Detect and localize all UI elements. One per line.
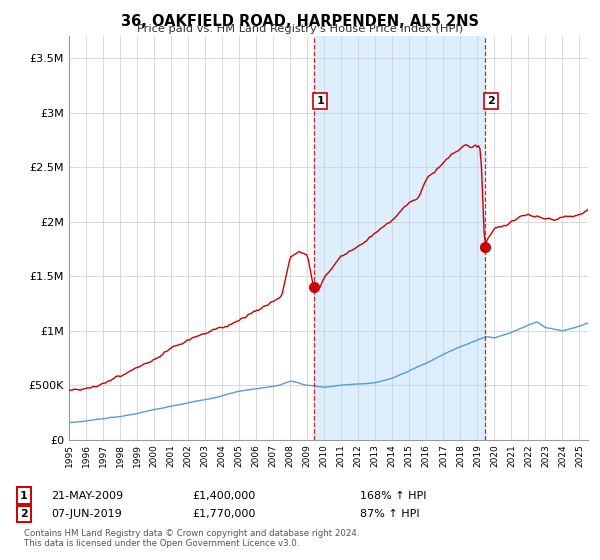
Text: 36, OAKFIELD ROAD, HARPENDEN, AL5 2NS: 36, OAKFIELD ROAD, HARPENDEN, AL5 2NS [121,14,479,29]
Text: 168% ↑ HPI: 168% ↑ HPI [360,491,427,501]
Text: Price paid vs. HM Land Registry's House Price Index (HPI): Price paid vs. HM Land Registry's House … [137,24,463,34]
Text: This data is licensed under the Open Government Licence v3.0.: This data is licensed under the Open Gov… [24,539,299,548]
Text: £1,770,000: £1,770,000 [192,509,256,519]
Text: £1,400,000: £1,400,000 [192,491,255,501]
Text: 1: 1 [20,491,28,501]
Bar [314,36,485,440]
Text: 1: 1 [316,96,324,106]
Text: 2: 2 [20,509,28,519]
Text: 87% ↑ HPI: 87% ↑ HPI [360,509,419,519]
Text: 2: 2 [487,96,495,106]
Text: 21-MAY-2009: 21-MAY-2009 [51,491,123,501]
Text: 07-JUN-2019: 07-JUN-2019 [51,509,122,519]
Text: Contains HM Land Registry data © Crown copyright and database right 2024.: Contains HM Land Registry data © Crown c… [24,529,359,538]
